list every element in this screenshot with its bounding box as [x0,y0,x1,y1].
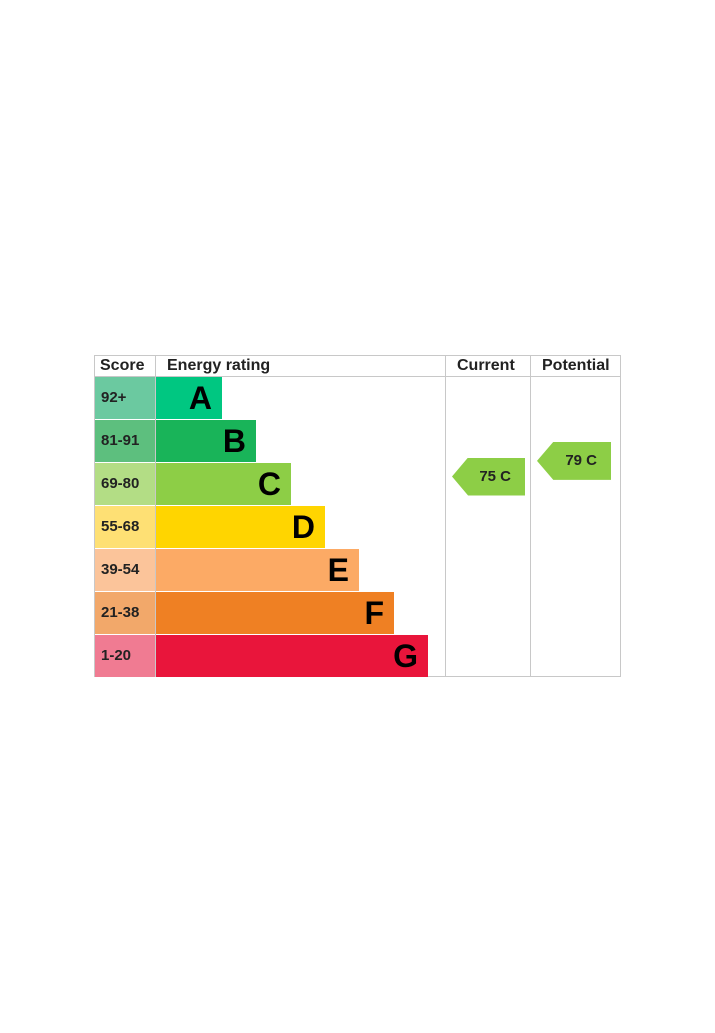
score-range-g: 1-20 [95,635,155,677]
divider [530,355,531,677]
rating-letter: A [188,380,212,416]
rating-letter: C [257,466,281,502]
divider [155,355,156,677]
score-range-c: 69-80 [95,463,155,505]
score-range-f: 21-38 [95,592,155,634]
header-potential: Potential [542,357,610,374]
score-range-a: 92+ [95,377,155,419]
rating-bar-b: B [156,420,256,462]
potential-rating-arrow: 79 C [537,441,611,480]
current-rating-arrow: 75 C [452,457,525,496]
rating-bar-a: A [156,377,222,419]
rating-letter: G [393,638,418,674]
rating-bar-d: D [156,506,325,548]
rating-letter: B [222,423,246,459]
header-score: Score [100,357,145,374]
rating-bar-c: C [156,463,291,505]
divider [445,355,446,677]
score-range-d: 55-68 [95,506,155,548]
header-divider [94,376,621,377]
rating-bar-g: G [156,635,428,677]
header-energy-rating: Energy rating [167,357,271,374]
rating-letter: F [364,595,384,631]
score-range-e: 39-54 [95,549,155,591]
header-current: Current [457,357,515,374]
rating-bar-e: E [156,549,359,591]
score-range-b: 81-91 [95,420,155,462]
rating-bar-f: F [156,592,394,634]
rating-letter: D [291,509,315,545]
rating-letter: E [327,552,349,588]
